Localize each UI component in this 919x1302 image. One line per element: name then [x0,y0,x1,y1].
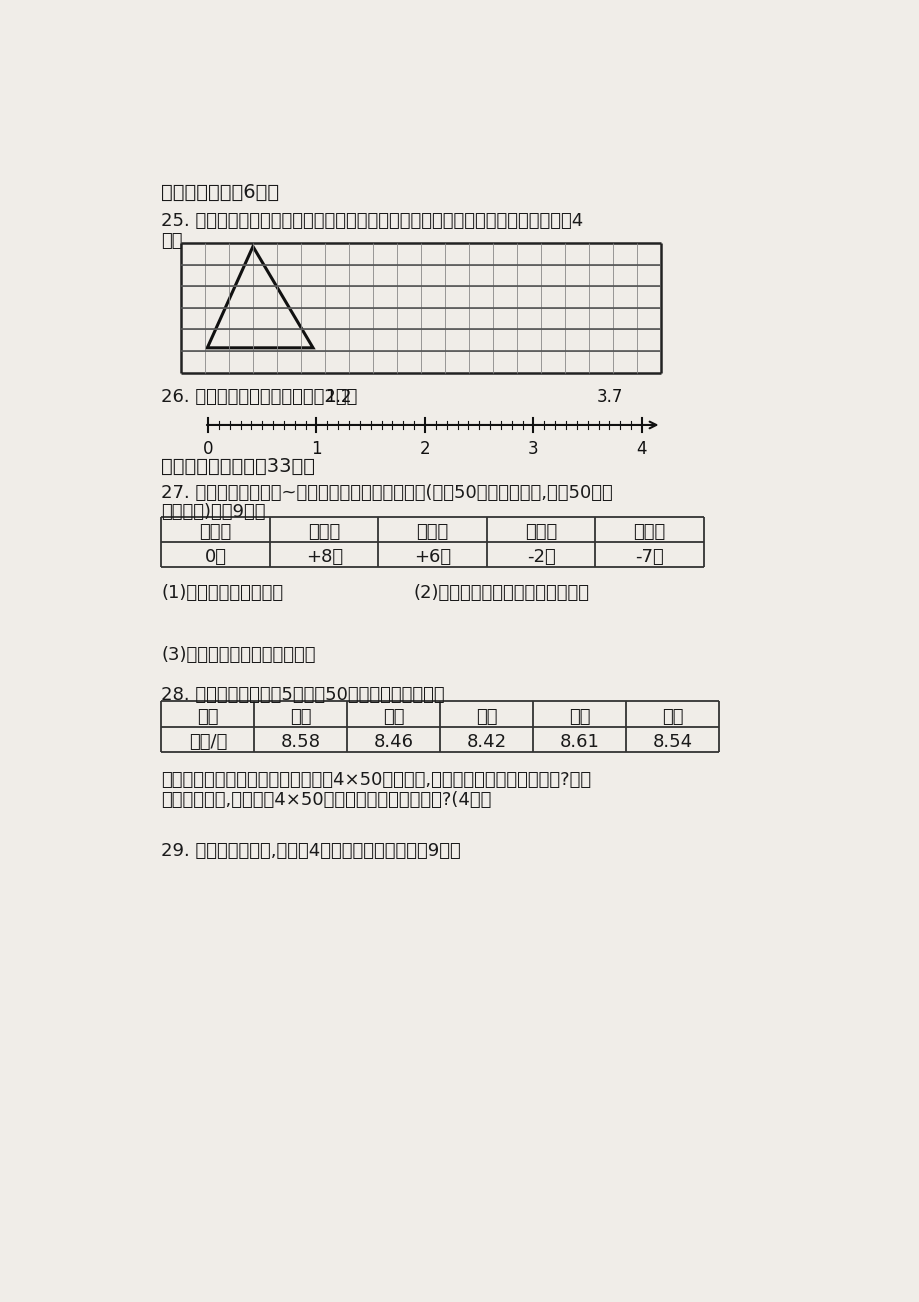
Text: 2: 2 [419,440,430,458]
Text: 这个成绩计算,他们参加4×50米接力赛的总成绩是多少?(4分）: 这个成绩计算,他们参加4×50米接力赛的总成绩是多少?(4分） [162,792,492,810]
Text: 27. 学校图书馆星期一~星期五借书情况记录如下表(超过50册的部分为正,少于50册的: 27. 学校图书馆星期一~星期五借书情况记录如下表(超过50册的部分为正,少于5… [162,484,613,503]
Text: (2)星期二比星期五多借出多少册？: (2)星期二比星期五多借出多少册？ [413,585,589,603]
Text: 28. 下表是五年级一班5名同学50米赛跑的最好成绩。: 28. 下表是五年级一班5名同学50米赛跑的最好成绩。 [162,686,445,704]
Text: 成绩/秒: 成绩/秒 [188,733,227,751]
Text: 8.61: 8.61 [560,733,599,751]
Text: 王强: 王强 [289,707,312,725]
Text: 3.7: 3.7 [596,388,622,406]
Text: +6册: +6册 [414,548,451,566]
Text: 3: 3 [528,440,539,458]
Text: 四、操作题。（6分）: 四、操作题。（6分） [162,184,279,202]
Text: 孙浩: 孙浩 [662,707,683,725]
Text: 星期二: 星期二 [308,523,340,540]
Text: 26. 描点表示下面两个小数。（2分）: 26. 描点表示下面两个小数。（2分） [162,388,357,406]
Text: (3)五天平均每天借出多少册？: (3)五天平均每天借出多少册？ [162,646,315,664]
Text: 29. 婷婷去书店买书,下面的4本书婷婷都很喜欢。（9分）: 29. 婷婷去书店买书,下面的4本书婷婷都很喜欢。（9分） [162,841,460,859]
Text: 1.2: 1.2 [324,388,351,406]
Text: 分）: 分） [162,232,183,250]
Text: -2册: -2册 [527,548,555,566]
Text: 星期四: 星期四 [525,523,557,540]
Text: 1: 1 [311,440,322,458]
Text: 星期一: 星期一 [199,523,232,540]
Text: 李丽: 李丽 [383,707,404,725]
Text: 徐敏: 徐敏 [569,707,590,725]
Text: 如果从中选出四名跑得快的同学参加4×50米接力赛,那么挑选哪四名同学最合适?按照: 如果从中选出四名跑得快的同学参加4×50米接力赛,那么挑选哪四名同学最合适?按照 [162,772,591,789]
Text: 星期五: 星期五 [633,523,665,540]
Text: 0: 0 [202,440,213,458]
Text: 8.54: 8.54 [652,733,692,751]
Text: 部分为负)。（9分）: 部分为负)。（9分） [162,503,266,521]
Text: +8册: +8册 [305,548,343,566]
Text: 8.46: 8.46 [374,733,414,751]
Text: (1)星期五借出多少册？: (1)星期五借出多少册？ [162,585,283,603]
Text: 星期三: 星期三 [416,523,448,540]
Text: 姓名: 姓名 [197,707,219,725]
Text: 张扬: 张扬 [476,707,497,725]
Text: 8.42: 8.42 [467,733,506,751]
Text: -7册: -7册 [635,548,664,566]
Text: 五、解决问题。（共33分）: 五、解决问题。（共33分） [162,457,315,477]
Text: 8.58: 8.58 [280,733,321,751]
Text: 25. 在下面的方格图中画出与已知三角形面积相等的一个平行四边形和一个梯形。（4: 25. 在下面的方格图中画出与已知三角形面积相等的一个平行四边形和一个梯形。（4 [162,212,584,230]
Text: 4: 4 [636,440,647,458]
Text: 0册: 0册 [205,548,226,566]
